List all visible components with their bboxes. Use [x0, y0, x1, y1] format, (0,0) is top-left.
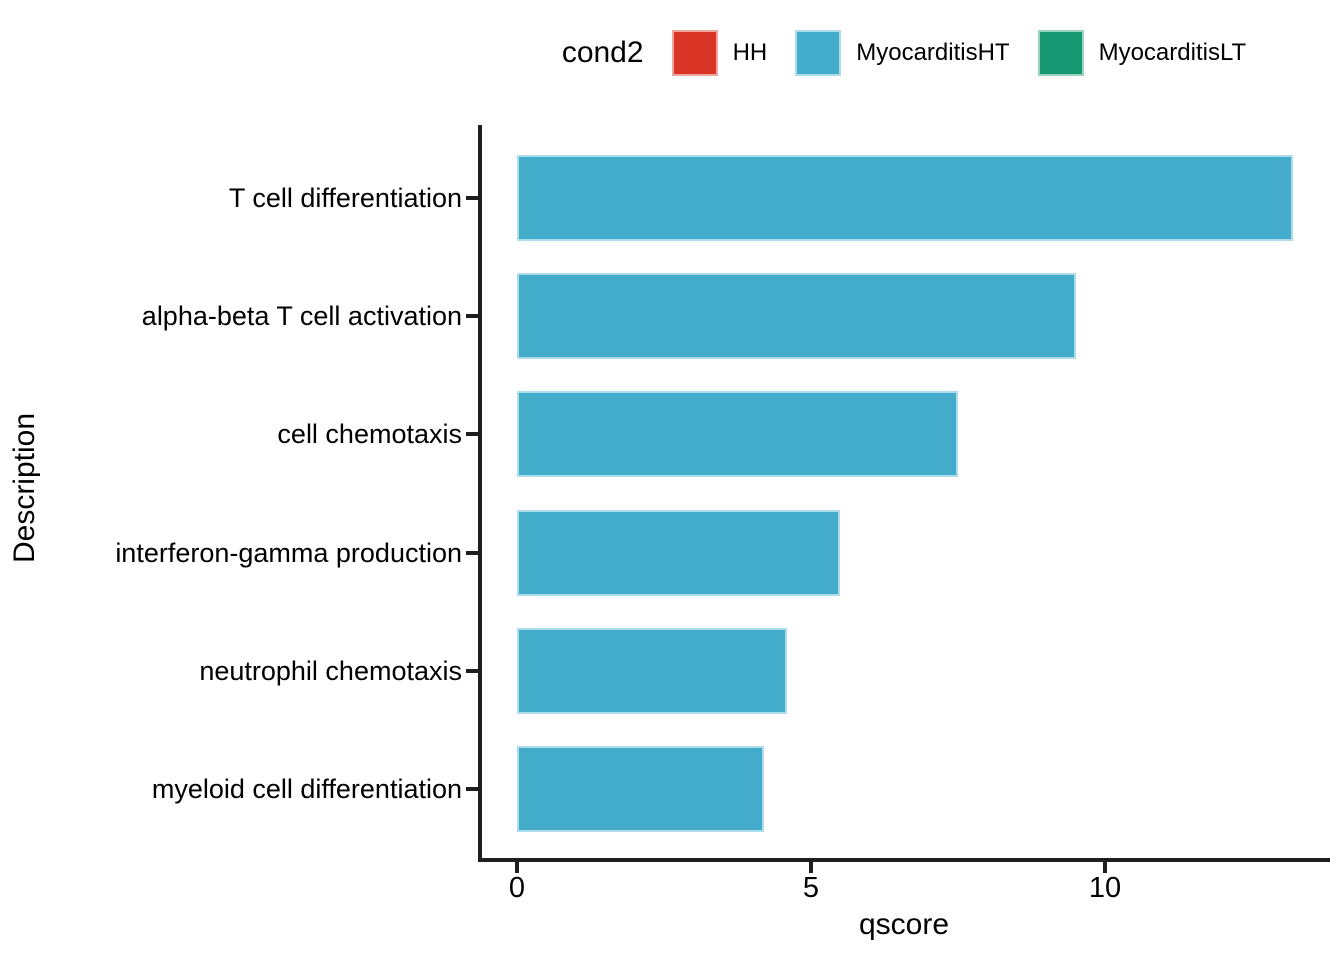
x-axis-tick-label: 0	[508, 872, 526, 904]
y-axis-tick-label: alpha-beta T cell activation	[141, 301, 462, 332]
y-axis-tick	[466, 195, 478, 200]
y-axis-tick-label: cell chemotaxis	[277, 419, 462, 450]
legend-key-swatch	[671, 30, 718, 76]
y-axis-tick-label: T cell differentiation	[228, 182, 462, 213]
x-axis-tick	[515, 862, 519, 873]
y-axis-tick	[466, 550, 478, 555]
chart-bar	[517, 154, 1294, 241]
chart-bar	[517, 627, 788, 714]
legend-item-myocarditis-ht: MyocarditisHT	[795, 30, 1010, 76]
x-axis-tick-label: 10	[1088, 872, 1122, 904]
x-axis-tick	[809, 862, 813, 873]
x-axis-line	[478, 858, 1330, 862]
chart-bar	[517, 509, 841, 596]
y-axis-tick	[466, 668, 478, 673]
legend-item-hh: HH	[671, 30, 768, 76]
y-axis-tick	[466, 787, 478, 792]
legend: cond2 HH MyocarditisHT MyocarditisLT	[478, 26, 1330, 80]
x-axis-title: qscore	[858, 908, 950, 941]
legend-item-label: MyocarditisHT	[856, 39, 1010, 66]
y-axis-tick	[466, 432, 478, 437]
y-axis-tick-label: myeloid cell differentiation	[151, 774, 462, 805]
chart-bar	[517, 391, 958, 478]
y-axis-line	[478, 125, 482, 862]
chart-bar	[517, 273, 1076, 360]
y-axis-title: Description	[8, 412, 41, 564]
legend-item-label: MyocarditisLT	[1098, 39, 1247, 66]
chart-bar	[517, 746, 764, 833]
x-axis-tick	[1103, 862, 1107, 873]
x-axis-tick-label: 5	[802, 872, 820, 904]
y-axis-tick	[466, 314, 478, 319]
legend-title: cond2	[561, 36, 644, 69]
legend-item-label: HH	[732, 39, 768, 66]
y-axis-tick-label: neutrophil chemotaxis	[199, 655, 462, 686]
legend-key-swatch	[795, 30, 842, 76]
legend-key-swatch	[1037, 30, 1084, 76]
legend-item-myocarditis-lt: MyocarditisLT	[1037, 30, 1247, 76]
y-axis-tick-label: interferon-gamma production	[115, 537, 462, 568]
